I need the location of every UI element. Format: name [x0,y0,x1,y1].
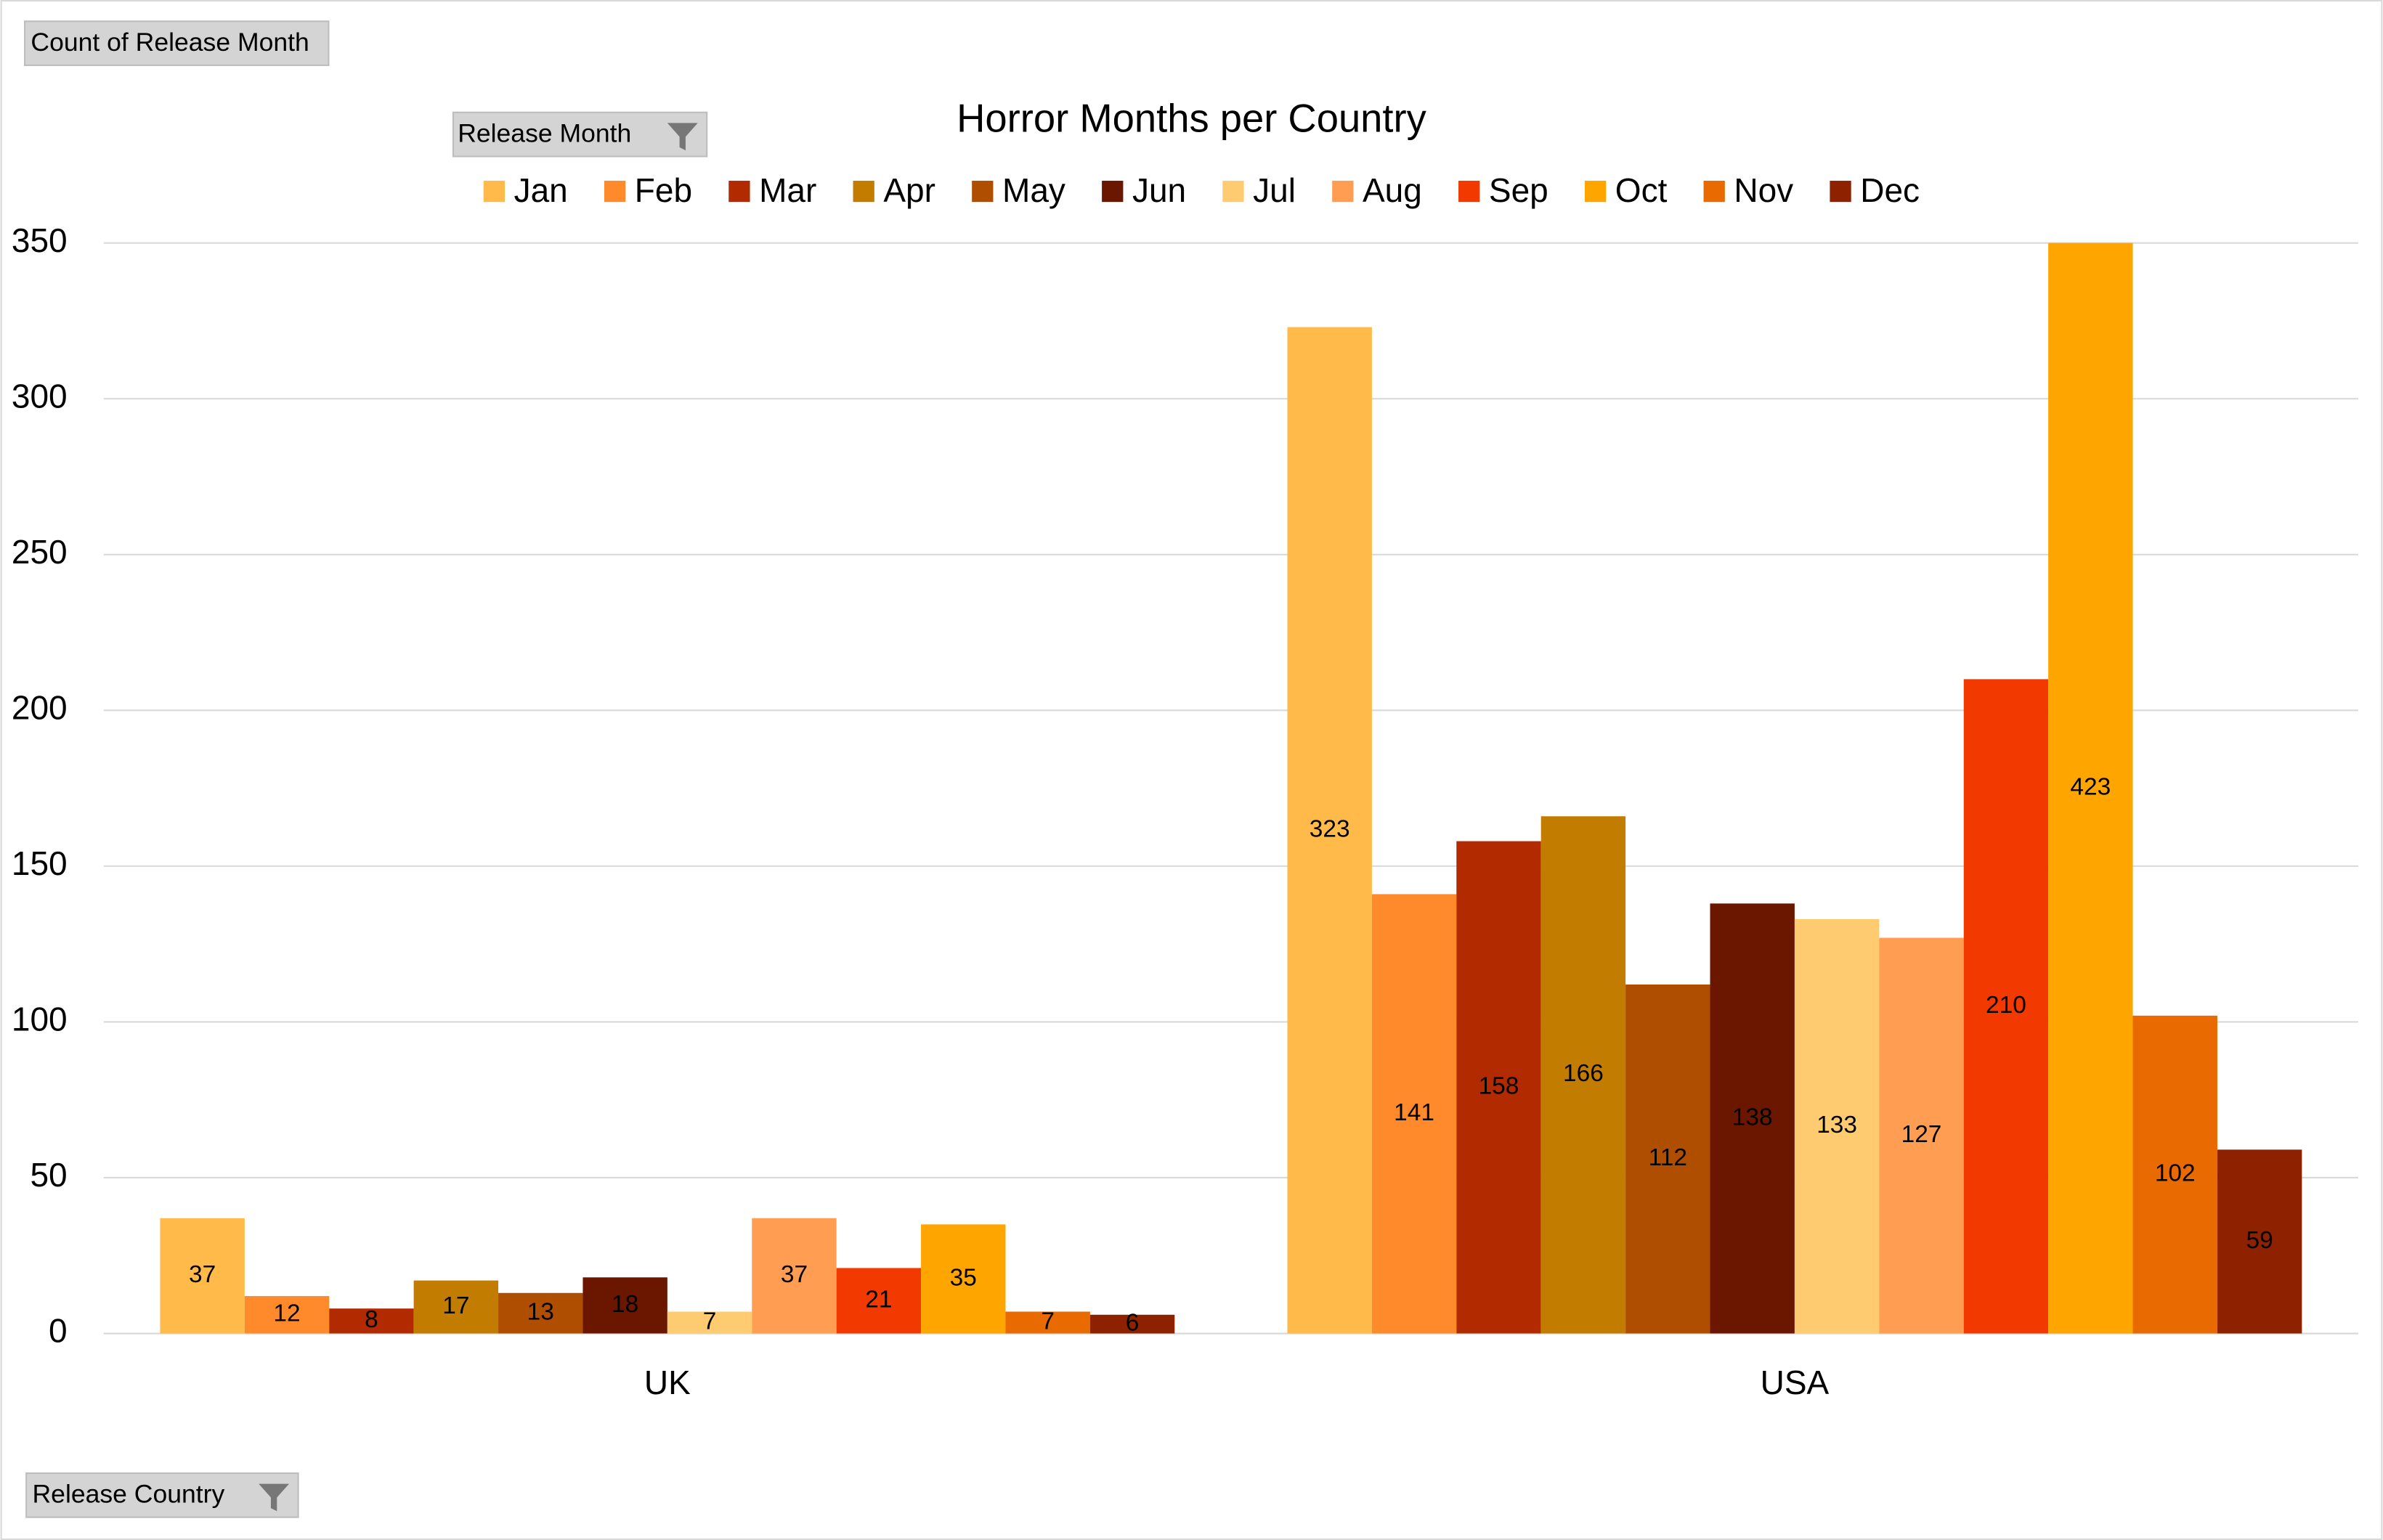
bar [1456,841,1541,1334]
bar [1287,327,1372,1334]
legend-swatch [1703,180,1725,203]
bar [413,1280,499,1334]
data-label: 210 [1986,992,2026,1019]
y-tick-label: 250 [12,533,68,571]
legend-label: Dec [1860,171,1920,209]
y-tick-label: 200 [12,688,68,726]
data-label: 13 [527,1298,554,1325]
bar [1963,679,2049,1334]
data-label: 6 [1126,1309,1140,1336]
bar [1710,903,1795,1334]
data-label: 138 [1732,1104,1773,1130]
bar [329,1308,414,1334]
bar [752,1218,837,1334]
y-tick-label: 100 [12,1001,68,1038]
data-label: 7 [1041,1308,1055,1335]
data-label: 18 [612,1291,638,1318]
legend-label: Nov [1734,171,1793,209]
bar [2217,1149,2302,1334]
filter-icon [259,1483,290,1512]
legend-swatch [483,180,506,203]
legend-field-button[interactable]: Release Month [452,111,708,158]
y-tick-label: 350 [12,221,68,259]
button-label: Release Month [458,119,631,148]
data-label: 8 [365,1306,378,1333]
data-label: 12 [273,1300,300,1327]
data-label: 133 [1816,1112,1857,1138]
data-label: 141 [1394,1099,1434,1126]
button-label: Count of Release Month [31,28,309,57]
legend-swatch [1102,180,1124,203]
bar [921,1224,1006,1334]
bar [1005,1311,1090,1334]
bar [160,1218,245,1334]
button-label: Release Country [33,1480,225,1509]
legend-label: Jun [1132,171,1186,209]
chart-title: Horror Months per Country [957,97,1426,141]
legend-swatch [728,180,750,203]
bar [1540,816,1626,1334]
data-label: 423 [2070,773,2111,800]
legend-label: May [1002,171,1065,209]
legend-label: Apr [883,171,935,209]
legend-swatch [853,180,874,203]
y-tick-label: 50 [30,1156,67,1194]
bar [2132,1015,2217,1334]
bar [1879,937,1964,1334]
data-label: 37 [189,1261,216,1288]
bar [836,1268,922,1334]
axis-field-button[interactable]: Release Country [25,1472,299,1518]
legend-label: Jan [514,171,568,209]
data-label: 21 [865,1286,892,1313]
value-field-button[interactable]: Count of Release Month [24,20,330,66]
data-label: 323 [1310,815,1350,842]
data-label: 7 [703,1308,717,1335]
y-tick-label: 150 [12,844,68,882]
bar [1625,984,1710,1334]
data-label: 17 [442,1292,469,1319]
data-label: 158 [1479,1072,1519,1099]
data-label: 37 [781,1261,808,1288]
legend-label: Jul [1253,171,1296,209]
legend-label: Mar [759,171,816,209]
data-label: 127 [1901,1121,1942,1148]
legend-swatch [604,180,626,203]
data-label: 59 [2246,1227,2273,1254]
y-tick-label: 300 [12,377,68,415]
bar [1371,894,1457,1334]
legend-swatch [1458,180,1480,203]
x-tick-label: USA [1761,1364,1830,1401]
bar [498,1292,583,1334]
legend-swatch [972,180,994,203]
x-tick-label: UK [644,1364,691,1401]
legend-swatch [1830,180,1851,203]
legend-label: Oct [1615,171,1668,209]
data-label: 166 [1563,1060,1604,1087]
legend-swatch [1222,180,1244,203]
bar [667,1311,752,1334]
legend-swatch [1332,180,1354,203]
bar [1794,918,1880,1334]
legend-label: Feb [635,171,692,209]
filter-icon [667,123,698,151]
bar [582,1277,667,1334]
bar [1089,1314,1175,1334]
bar [244,1296,330,1334]
data-label: 112 [1649,1144,1687,1171]
legend-swatch [1584,180,1607,203]
legend-label: Aug [1363,171,1422,209]
data-label: 102 [2155,1160,2196,1187]
bar [2048,243,2133,1334]
legend-label: Sep [1489,171,1548,209]
y-tick-label: 0 [49,1312,68,1350]
data-label: 35 [950,1264,977,1291]
